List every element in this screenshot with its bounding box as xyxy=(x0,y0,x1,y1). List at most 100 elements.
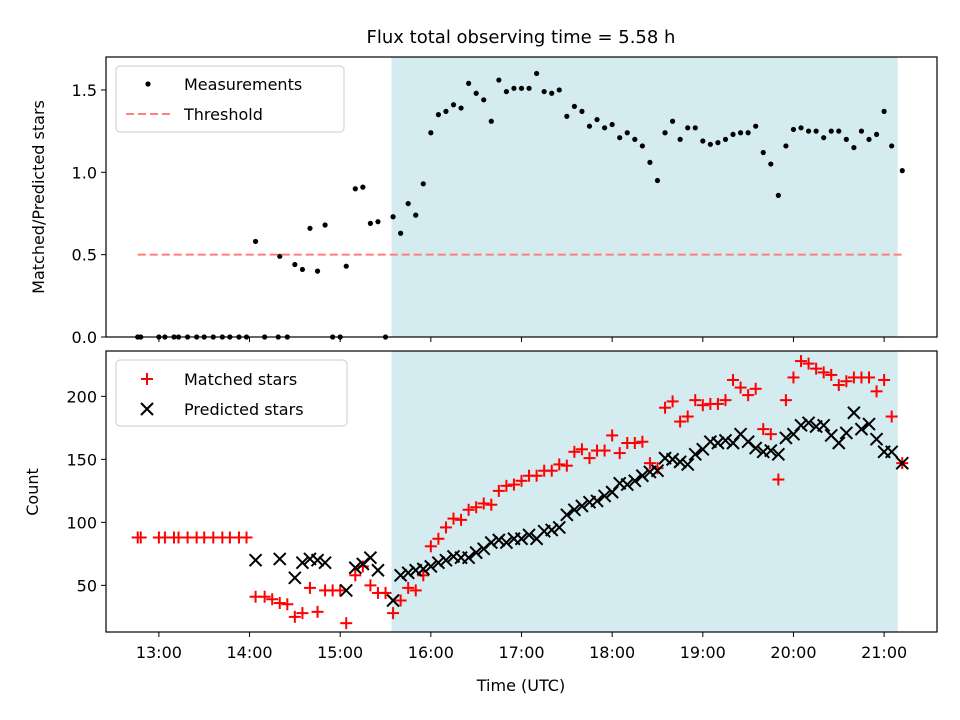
measurement-point xyxy=(564,113,570,119)
matched-point xyxy=(379,586,392,599)
predicted-point xyxy=(779,431,793,445)
matched-point xyxy=(772,473,785,486)
predicted-point xyxy=(431,555,446,570)
matched-point xyxy=(303,581,316,594)
matched-point xyxy=(470,501,483,514)
predicted-point xyxy=(273,552,287,566)
matched-point xyxy=(409,584,422,597)
predicted-point xyxy=(318,555,332,570)
y-tick-label: 50 xyxy=(77,576,97,595)
matched-point xyxy=(439,521,452,534)
measurement-point xyxy=(413,212,419,218)
measurement-point xyxy=(488,118,494,124)
x-tick-label: 17:00 xyxy=(498,643,544,662)
predicted-point xyxy=(688,447,702,462)
matched-point xyxy=(266,593,279,606)
matched-point xyxy=(545,464,558,477)
measurement-point xyxy=(899,168,905,174)
predicted-point xyxy=(288,571,302,585)
matched-point xyxy=(515,474,528,487)
y-tick-label: 1.0 xyxy=(72,163,97,182)
measurement-point xyxy=(632,136,638,142)
measurement-point xyxy=(375,219,381,225)
y-tick-label: 0.0 xyxy=(72,328,97,347)
predicted-point xyxy=(371,563,385,577)
measurement-point xyxy=(715,140,721,146)
measurement-point xyxy=(677,136,683,142)
measurement-point xyxy=(783,143,789,149)
predicted-point xyxy=(552,520,566,535)
measurement-point xyxy=(836,128,842,134)
matched-point xyxy=(757,423,770,436)
matched-point xyxy=(749,382,762,395)
measurement-point xyxy=(737,130,744,136)
matched-point xyxy=(281,598,294,611)
measurement-point xyxy=(549,90,555,96)
measurement-point xyxy=(458,105,464,111)
matched-point xyxy=(613,447,626,460)
matched-point xyxy=(507,478,520,491)
measurement-point xyxy=(390,214,396,220)
measurement-point xyxy=(367,220,374,226)
legend-predicted-label: Predicted stars xyxy=(184,400,304,419)
ratio-highlight-span xyxy=(391,57,898,337)
x-tick-label: 18:00 xyxy=(589,643,635,662)
matched-point xyxy=(387,607,400,620)
measurement-point xyxy=(873,131,880,138)
predicted-point xyxy=(469,545,483,560)
measurement-point xyxy=(541,88,547,95)
measurement-point xyxy=(556,87,562,93)
measurement-point xyxy=(503,88,509,95)
matched-point xyxy=(674,415,687,428)
matched-point xyxy=(500,479,513,492)
measurement-point xyxy=(450,102,457,108)
ratio-y-axis: 0.0 0.5 1.0 1.5 xyxy=(72,81,106,347)
matched-point xyxy=(417,569,430,582)
matched-point xyxy=(356,560,369,573)
matched-point xyxy=(742,389,755,402)
matched-point xyxy=(455,513,468,526)
matched-point xyxy=(258,590,271,603)
count-legend: Matched stars Predicted stars xyxy=(115,359,348,427)
measurement-point xyxy=(398,230,404,236)
matched-point xyxy=(273,597,286,610)
measurement-point xyxy=(609,121,615,128)
predicted-point xyxy=(514,532,529,546)
measurement-point xyxy=(753,123,759,129)
matched-point xyxy=(553,458,566,471)
matched-point xyxy=(568,445,581,458)
matched-point xyxy=(689,394,702,407)
measurement-point xyxy=(692,125,698,131)
predicted-point xyxy=(401,566,415,580)
predicted-point xyxy=(794,418,808,433)
predicted-point xyxy=(575,499,589,513)
measurement-point xyxy=(654,177,661,184)
matched-point xyxy=(817,366,830,379)
matched-point xyxy=(802,357,815,370)
predicted-point xyxy=(673,455,687,469)
matched-point xyxy=(349,569,362,582)
measurement-point xyxy=(252,238,259,245)
x-tick-label: 13:00 xyxy=(136,643,182,662)
measurement-point xyxy=(805,128,812,134)
measurement-point xyxy=(526,85,532,91)
measurement-point xyxy=(760,149,766,156)
predicted-point xyxy=(597,489,612,503)
predicted-point xyxy=(590,494,604,508)
measurement-point xyxy=(518,85,525,91)
count-x-axis: 13:00 14:00 15:00 16:00 17:00 18:00 19:00 20:00… xyxy=(136,632,907,662)
measurement-point xyxy=(579,108,585,114)
ratio-panel: Flux total observing time = 5.58 h 0.00.… xyxy=(29,27,938,347)
x-tick-label: 21:00 xyxy=(861,643,907,662)
measurement-point xyxy=(866,136,872,142)
measurement-point xyxy=(571,103,577,110)
matched-point xyxy=(598,444,611,457)
measurement-point xyxy=(420,181,426,187)
matched-point xyxy=(394,594,407,607)
y-tick-label: 1.5 xyxy=(72,81,97,100)
measurement-point xyxy=(496,77,502,83)
matched-point xyxy=(885,410,898,423)
measurement-point xyxy=(443,108,449,114)
predicted-point xyxy=(439,553,453,567)
predicted-point xyxy=(492,533,506,547)
